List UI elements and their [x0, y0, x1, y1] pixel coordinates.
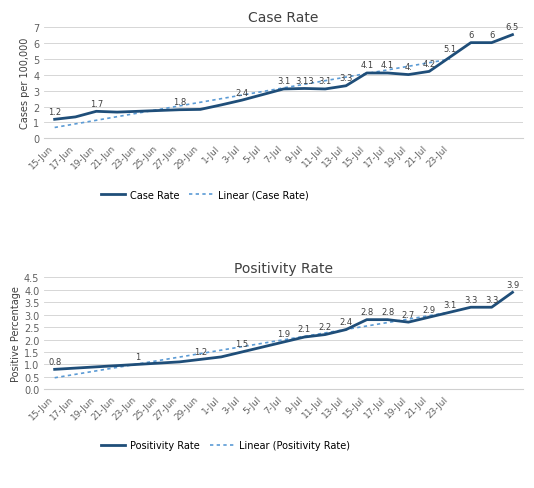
- Text: 4.1: 4.1: [381, 61, 394, 70]
- Title: Positivity Rate: Positivity Rate: [234, 262, 333, 275]
- Text: 3.13: 3.13: [295, 77, 313, 86]
- Text: 1.8: 1.8: [173, 98, 186, 107]
- Text: 1.5: 1.5: [235, 340, 248, 349]
- Legend: Positivity Rate, Linear (Positivity Rate): Positivity Rate, Linear (Positivity Rate…: [97, 437, 354, 454]
- Y-axis label: Positive Percentage: Positive Percentage: [11, 286, 21, 382]
- Text: 6: 6: [489, 31, 494, 40]
- Text: 2.1: 2.1: [298, 325, 311, 334]
- Text: 2.4: 2.4: [235, 88, 248, 98]
- Text: 1: 1: [135, 352, 140, 361]
- Text: 1.2: 1.2: [48, 107, 61, 117]
- Text: 2.7: 2.7: [402, 310, 415, 319]
- Text: 3.3: 3.3: [464, 295, 477, 304]
- Text: 2.9: 2.9: [423, 305, 436, 314]
- Text: 3.3: 3.3: [485, 295, 498, 304]
- Text: 4.: 4.: [404, 63, 412, 72]
- Text: 4.2: 4.2: [423, 60, 436, 69]
- Text: 4.1: 4.1: [360, 61, 373, 70]
- Text: 2.8: 2.8: [381, 307, 394, 316]
- Text: 3.9: 3.9: [506, 280, 519, 289]
- Text: 0.8: 0.8: [48, 357, 61, 366]
- Text: 1.9: 1.9: [277, 330, 290, 339]
- Title: Case Rate: Case Rate: [248, 11, 319, 25]
- Legend: Case Rate, Linear (Case Rate): Case Rate, Linear (Case Rate): [97, 186, 313, 204]
- Text: 2.8: 2.8: [360, 307, 373, 316]
- Text: 1.2: 1.2: [194, 347, 207, 356]
- Text: 2.2: 2.2: [319, 323, 332, 331]
- Text: 1.7: 1.7: [90, 100, 103, 108]
- Text: 5.1: 5.1: [444, 45, 457, 54]
- Text: 6.5: 6.5: [506, 23, 519, 32]
- Text: 3.1: 3.1: [277, 77, 290, 86]
- Text: 3.1: 3.1: [443, 300, 457, 309]
- Text: 2.4: 2.4: [340, 317, 352, 326]
- Text: 3.3: 3.3: [339, 74, 352, 83]
- Text: 6: 6: [468, 31, 474, 40]
- Text: 3.1: 3.1: [319, 77, 332, 86]
- Y-axis label: Cases per 100,000: Cases per 100,000: [20, 38, 30, 129]
